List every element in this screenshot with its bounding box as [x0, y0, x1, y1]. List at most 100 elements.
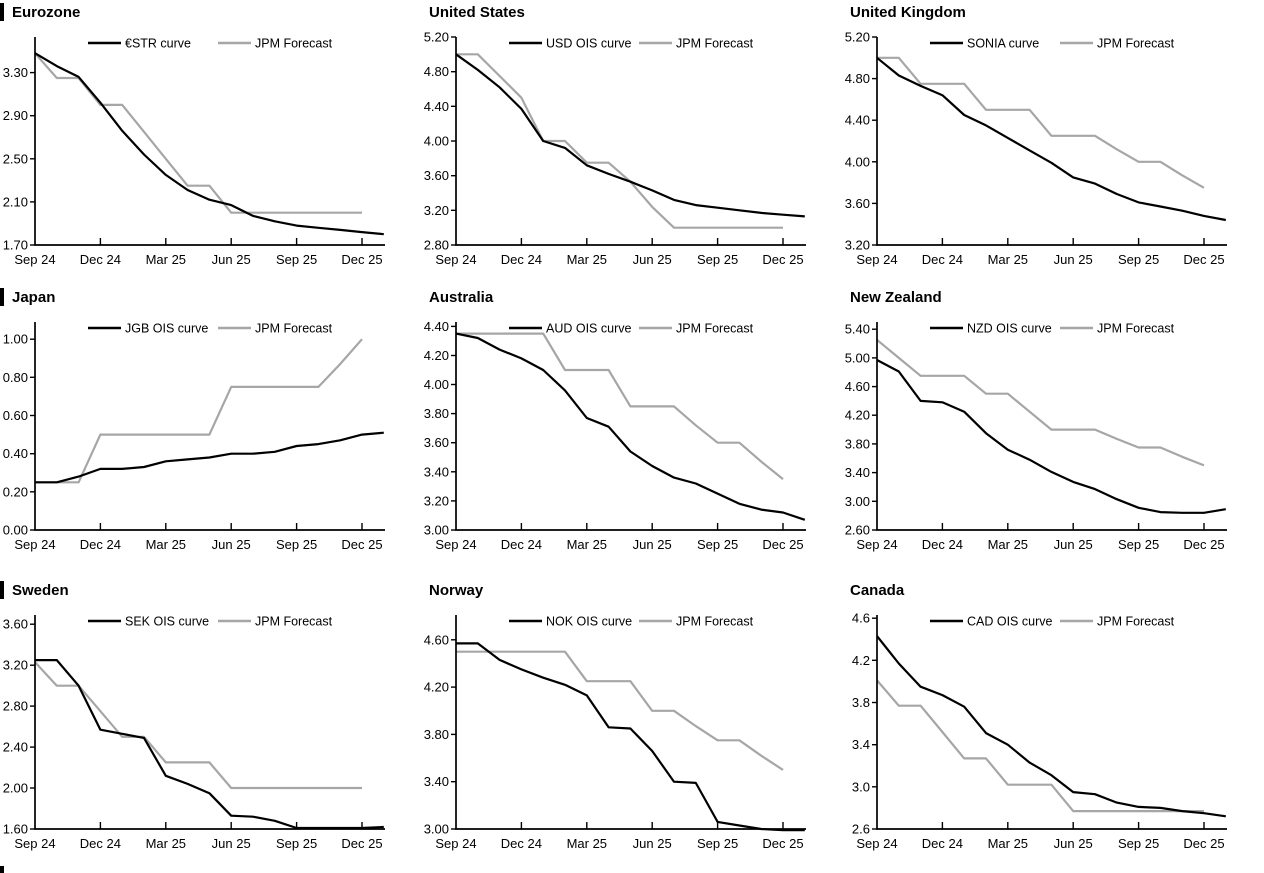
x-tick-label: Dec 24	[501, 836, 542, 851]
x-tick-label: Jun 25	[212, 836, 251, 851]
forecast-legend-label: JPM Forecast	[255, 37, 333, 51]
y-tick-label: 3.00	[424, 523, 449, 538]
y-tick-label: 3.60	[424, 435, 449, 450]
x-tick-label: Mar 25	[988, 252, 1028, 267]
y-tick-label: 5.00	[845, 350, 870, 365]
y-tick-label: 0.00	[3, 523, 28, 538]
chart-title-bar: Sweden	[0, 580, 69, 600]
x-tick-label: Mar 25	[567, 836, 607, 851]
y-tick-label: 2.80	[424, 238, 449, 253]
y-tick-label: 0.40	[3, 446, 28, 461]
curve-legend-label: NOK OIS curve	[546, 615, 632, 629]
y-tick-label: 3.00	[845, 494, 870, 509]
chart-title-bar: Australia	[421, 287, 493, 307]
x-tick-label: Mar 25	[146, 836, 186, 851]
section-bar	[0, 3, 4, 21]
y-tick-label: 5.20	[845, 30, 870, 45]
forecast-line	[876, 339, 1205, 467]
chart-title-bar: Canada	[842, 580, 904, 600]
section-bar	[0, 288, 4, 306]
y-tick-label: 0.60	[3, 408, 28, 423]
chart-title: Canada	[850, 581, 905, 599]
forecast-line	[877, 56, 1205, 189]
ois-curve-line	[34, 52, 384, 236]
x-tick-label: Jun 25	[633, 836, 672, 851]
x-tick-label: Dec 24	[922, 537, 963, 552]
legend: JGB OIS curve JPM Forecast	[88, 322, 333, 336]
x-tick-label: Sep 25	[1118, 252, 1159, 267]
forecast-legend-label: JPM Forecast	[676, 322, 754, 336]
forecast-line	[876, 679, 1204, 813]
ois-curve-line	[455, 332, 806, 521]
forecast-legend-label: JPM Forecast	[676, 37, 754, 51]
y-tick-label: 4.20	[424, 680, 449, 695]
forecast-legend-label: JPM Forecast	[255, 615, 333, 629]
x-tick-label: Dec 25	[341, 836, 382, 851]
y-tick-label: 3.40	[845, 465, 870, 480]
y-tick-label: 4.40	[424, 99, 449, 114]
chart-norway: Norway 4.60 4.20 3.80 3.40 3.00 Sep 24 Dec 24 Ma…	[421, 578, 842, 873]
forecast-line	[456, 53, 783, 229]
x-tick-label: Sep 25	[697, 252, 738, 267]
chart-title: United States	[429, 3, 525, 21]
y-tick-label: 5.40	[845, 322, 870, 337]
x-tick-label: Mar 25	[146, 537, 186, 552]
x-tick-label: Jun 25	[1054, 836, 1093, 851]
curve-legend-label: USD OIS curve	[546, 37, 631, 51]
chart-title: Eurozone	[12, 3, 81, 21]
ois-curve-line	[876, 359, 1226, 514]
y-tick-label: 4.60	[845, 379, 870, 394]
x-tick-label: Sep 25	[1118, 537, 1159, 552]
chart-eurozone: Eurozone 3.30 2.90 2.50 2.10 1.70 Sep 24 Dec 24…	[0, 0, 421, 285]
legend: NZD OIS curve JPM Forecast	[930, 322, 1175, 336]
chart-title-bar: Japan	[0, 287, 55, 307]
y-tick-label: 2.90	[3, 108, 28, 123]
x-tick-label: Jun 25	[212, 537, 251, 552]
x-tick-label: Sep 24	[435, 836, 476, 851]
x-tick-label: Mar 25	[988, 836, 1028, 851]
x-tick-label: Dec 24	[80, 836, 121, 851]
x-tick-label: Dec 24	[80, 252, 121, 267]
x-tick-label: Dec 24	[501, 537, 542, 552]
x-tick-label: Sep 24	[14, 537, 55, 552]
y-tick-label: 4.00	[424, 377, 449, 392]
forecast-line	[34, 661, 362, 790]
x-tick-label: Dec 25	[1183, 252, 1224, 267]
y-tick-label: 4.2	[852, 653, 870, 668]
y-tick-label: 2.10	[3, 194, 28, 209]
y-tick-label: 5.20	[424, 30, 449, 45]
y-tick-label: 0.80	[3, 370, 28, 385]
chart-united-kingdom: United Kingdom 5.20 4.80 4.40 4.00 3.60 3.20 Se…	[842, 0, 1264, 285]
y-tick-label: 3.60	[424, 168, 449, 183]
legend: CAD OIS curve JPM Forecast	[930, 615, 1175, 629]
x-tick-label: Dec 25	[1183, 537, 1224, 552]
y-tick-label: 1.60	[3, 822, 28, 837]
chart-title: Sweden	[12, 581, 69, 599]
x-tick-label: Sep 24	[435, 537, 476, 552]
chart-japan: Japan 1.00 0.80 0.60 0.40 0.20 0.00 Sep 24 Dec 2…	[0, 285, 421, 578]
x-tick-label: Sep 25	[276, 836, 317, 851]
ois-curve-line	[876, 56, 1227, 222]
chart-united-states: United States 5.20 4.80 4.40 4.00 3.60 3.20 2.8…	[421, 0, 842, 285]
forecast-line	[35, 338, 363, 484]
legend: SONIA curve JPM Forecast	[930, 37, 1175, 51]
forecast-legend-label: JPM Forecast	[1097, 322, 1175, 336]
chart-title-bar: Norway	[421, 580, 483, 600]
y-tick-label: 1.00	[3, 332, 28, 347]
ois-curve-line	[876, 635, 1226, 818]
y-tick-label: 4.00	[845, 154, 870, 169]
y-tick-label: 2.60	[845, 523, 870, 538]
curve-legend-label: JGB OIS curve	[125, 322, 208, 336]
y-tick-label: 3.80	[424, 406, 449, 421]
chart-title-bar: Eurozone	[0, 2, 80, 22]
legend: SEK OIS curve JPM Forecast	[88, 615, 333, 629]
curve-legend-label: CAD OIS curve	[967, 615, 1052, 629]
chart-australia: Australia 4.40 4.20 4.00 3.80 3.60 3.40 3.20 3.0…	[421, 285, 842, 578]
x-tick-label: Dec 25	[1183, 836, 1224, 851]
chart-title: Australia	[429, 288, 494, 306]
x-tick-label: Jun 25	[633, 252, 672, 267]
